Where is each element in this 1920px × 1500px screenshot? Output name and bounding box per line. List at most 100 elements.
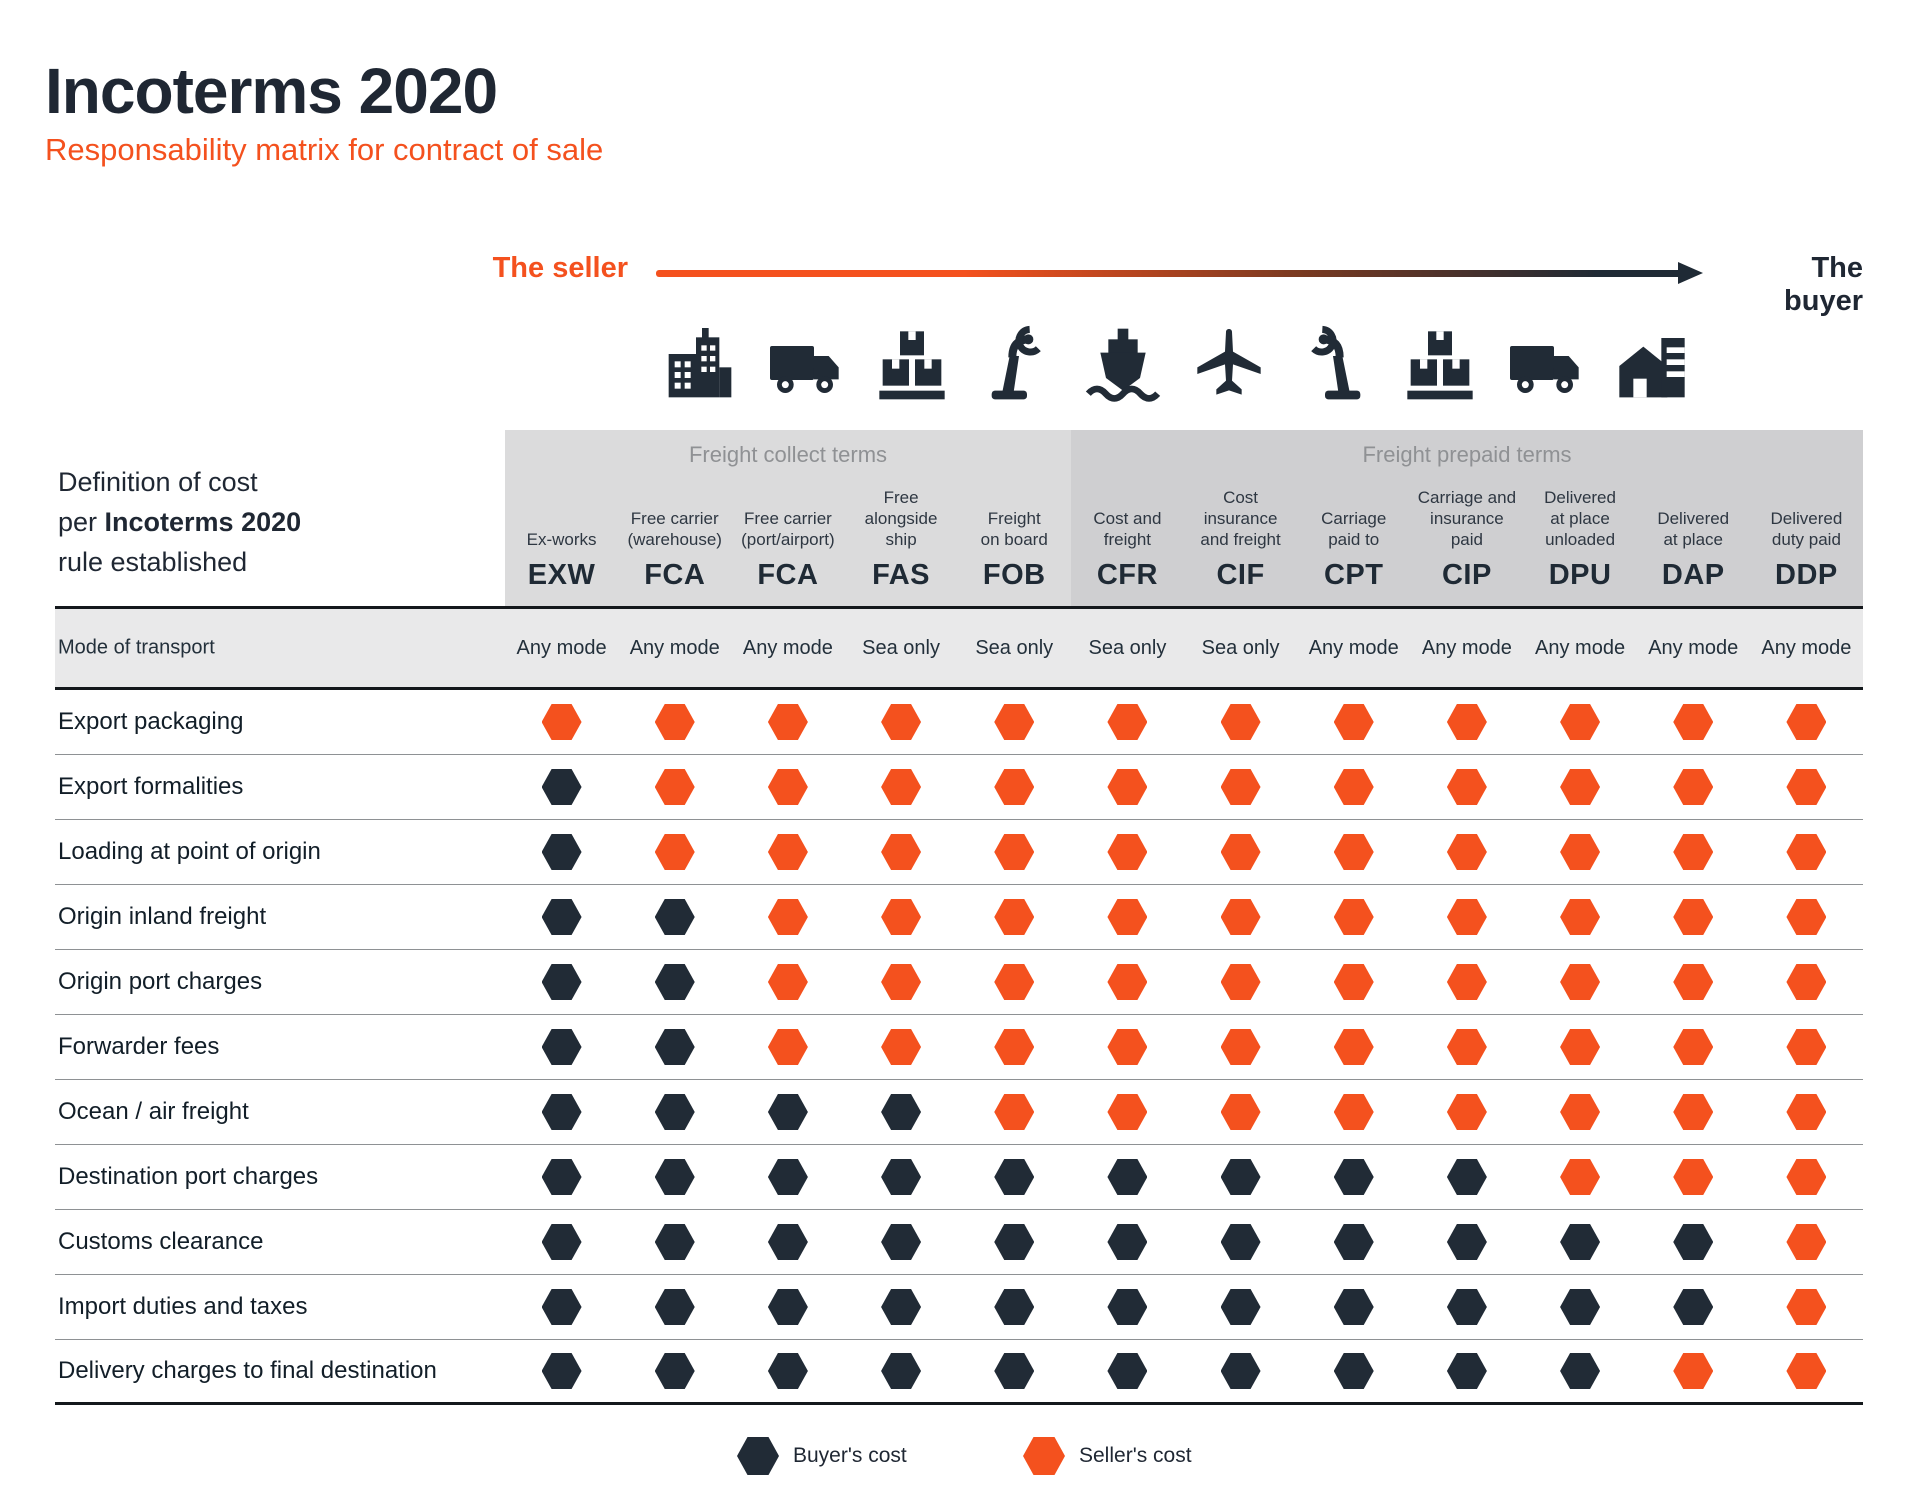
mode-cell-exw: Any mode [516, 636, 607, 659]
row-cells [505, 1015, 1863, 1079]
matrix-cell [958, 1340, 1071, 1402]
buyer-cost-hexagon [881, 1224, 922, 1260]
buyer-cost-hexagon [1107, 1159, 1148, 1195]
matrix-cell [958, 885, 1071, 949]
matrix-cell [1750, 1145, 1863, 1209]
matrix-cell [1523, 820, 1636, 884]
matrix-cell [958, 1210, 1071, 1274]
row-label: Delivery charges to final destination [58, 1357, 437, 1384]
seller-cost-hexagon [1446, 1029, 1487, 1065]
matrix-cell [731, 1145, 844, 1209]
seller-cost-hexagon [767, 964, 808, 1000]
matrix-cell [1297, 1145, 1410, 1209]
matrix-cell [844, 1015, 957, 1079]
column-header-cif: Cost insurance and freight CIF [1184, 430, 1297, 606]
buyer-cost-hexagon [767, 1289, 808, 1325]
matrix-cell [1637, 1015, 1750, 1079]
buyer-cost-hexagon [541, 769, 582, 805]
matrix-cell [1637, 885, 1750, 949]
buyer-cost-hexagon [767, 1353, 808, 1389]
seller-cost-hexagon [994, 834, 1035, 870]
matrix-cell [618, 820, 731, 884]
buyer-cost-hexagon [1673, 1224, 1714, 1260]
seller-cost-hexagon [1220, 964, 1261, 1000]
seller-cost-hexagon [654, 834, 695, 870]
seller-cost-hexagon [1786, 1289, 1827, 1325]
seller-label: The seller [492, 252, 628, 284]
mode-of-transport-row: Mode of transport Any mode Any mode Any mo… [55, 606, 1863, 690]
matrix-cell [1637, 950, 1750, 1014]
mode-cell-fob: Sea only [975, 636, 1054, 659]
warehouse-icon [1612, 318, 1692, 410]
matrix-cell [1523, 1145, 1636, 1209]
matrix-cell [1637, 820, 1750, 884]
definition-note-line2-bold: Incoterms 2020 [104, 507, 302, 537]
matrix-cell [1637, 690, 1750, 754]
buyer-cost-hexagon [1446, 1353, 1487, 1389]
column-code: CIF [1216, 559, 1265, 591]
matrix-cell [1071, 820, 1184, 884]
matrix-cell [844, 1210, 957, 1274]
seller-cost-hexagon [1560, 1159, 1601, 1195]
buyer-cost-hexagon [1560, 1353, 1601, 1389]
buyer-cost-hexagon [1220, 1159, 1261, 1195]
seller-cost-hexagon [994, 964, 1035, 1000]
row-label: Import duties and taxes [58, 1293, 308, 1320]
matrix-cell [1750, 1275, 1863, 1339]
matrix-cell [844, 1275, 957, 1339]
seller-cost-hexagon [994, 899, 1035, 935]
table-row: Import duties and taxes [55, 1275, 1863, 1340]
column-description: Free carrier (port/airport) [741, 509, 835, 549]
seller-cost-hexagon [881, 769, 922, 805]
matrix-cell [1523, 885, 1636, 949]
buyer-cost-hexagon [1220, 1289, 1261, 1325]
buyer-cost-hexagon [994, 1353, 1035, 1389]
row-cells [505, 1340, 1863, 1402]
matrix-cell [1184, 690, 1297, 754]
mode-of-transport-label: Mode of transport [58, 636, 215, 659]
matrix-cell [1297, 1080, 1410, 1144]
seller-cost-hexagon [1786, 1159, 1827, 1195]
seller-cost-hexagon [1220, 834, 1261, 870]
seller-cost-hexagon [1107, 769, 1148, 805]
cost-rows: Export packaging Export formalities Loadin… [55, 690, 1863, 1405]
buyer-cost-hexagon [541, 1094, 582, 1130]
column-header-row: Freight collect terms Freight prepaid te… [55, 430, 1863, 606]
seller-cost-hexagon [1560, 1029, 1601, 1065]
buyer-cost-hexagon [541, 1224, 582, 1260]
matrix-cell [1750, 820, 1863, 884]
matrix-cell [1410, 755, 1523, 819]
matrix-cell [1523, 1015, 1636, 1079]
matrix-cell [1297, 885, 1410, 949]
matrix-cell [505, 950, 618, 1014]
table-row: Forwarder fees [55, 1015, 1863, 1080]
row-cells [505, 820, 1863, 884]
seller-cost-hexagon [1220, 769, 1261, 805]
matrix-cell [844, 950, 957, 1014]
row-label: Loading at point of origin [58, 838, 321, 865]
column-code: DPU [1548, 559, 1612, 591]
seller-cost-hexagon [1673, 1353, 1714, 1389]
matrix-cell [1750, 950, 1863, 1014]
matrix-cell [1523, 1080, 1636, 1144]
row-cells [505, 885, 1863, 949]
buyer-cost-hexagon [1446, 1159, 1487, 1195]
buyer-cost-hexagon [1446, 1289, 1487, 1325]
seller-cost-hexagon [1786, 1224, 1827, 1260]
column-code: FAS [872, 559, 931, 591]
matrix-cell [1410, 950, 1523, 1014]
column-header-fas: Free alongside ship FAS [844, 430, 957, 606]
matrix-cell [1750, 690, 1863, 754]
row-label: Export packaging [58, 708, 244, 735]
buyer-cost-hexagon [654, 1224, 695, 1260]
matrix-cell [1523, 1340, 1636, 1402]
seller-cost-hexagon [881, 964, 922, 1000]
seller-cost-hexagon [1446, 769, 1487, 805]
matrix-cell [1184, 885, 1297, 949]
seller-cost-hexagon [1673, 964, 1714, 1000]
legend-item-buyer: Buyer's cost [737, 1437, 907, 1475]
legend-item-seller: Seller's cost [1023, 1437, 1192, 1475]
seller-cost-hexagon [1673, 1094, 1714, 1130]
buyer-cost-hexagon [1333, 1353, 1374, 1389]
table-row: Export packaging [55, 690, 1863, 755]
